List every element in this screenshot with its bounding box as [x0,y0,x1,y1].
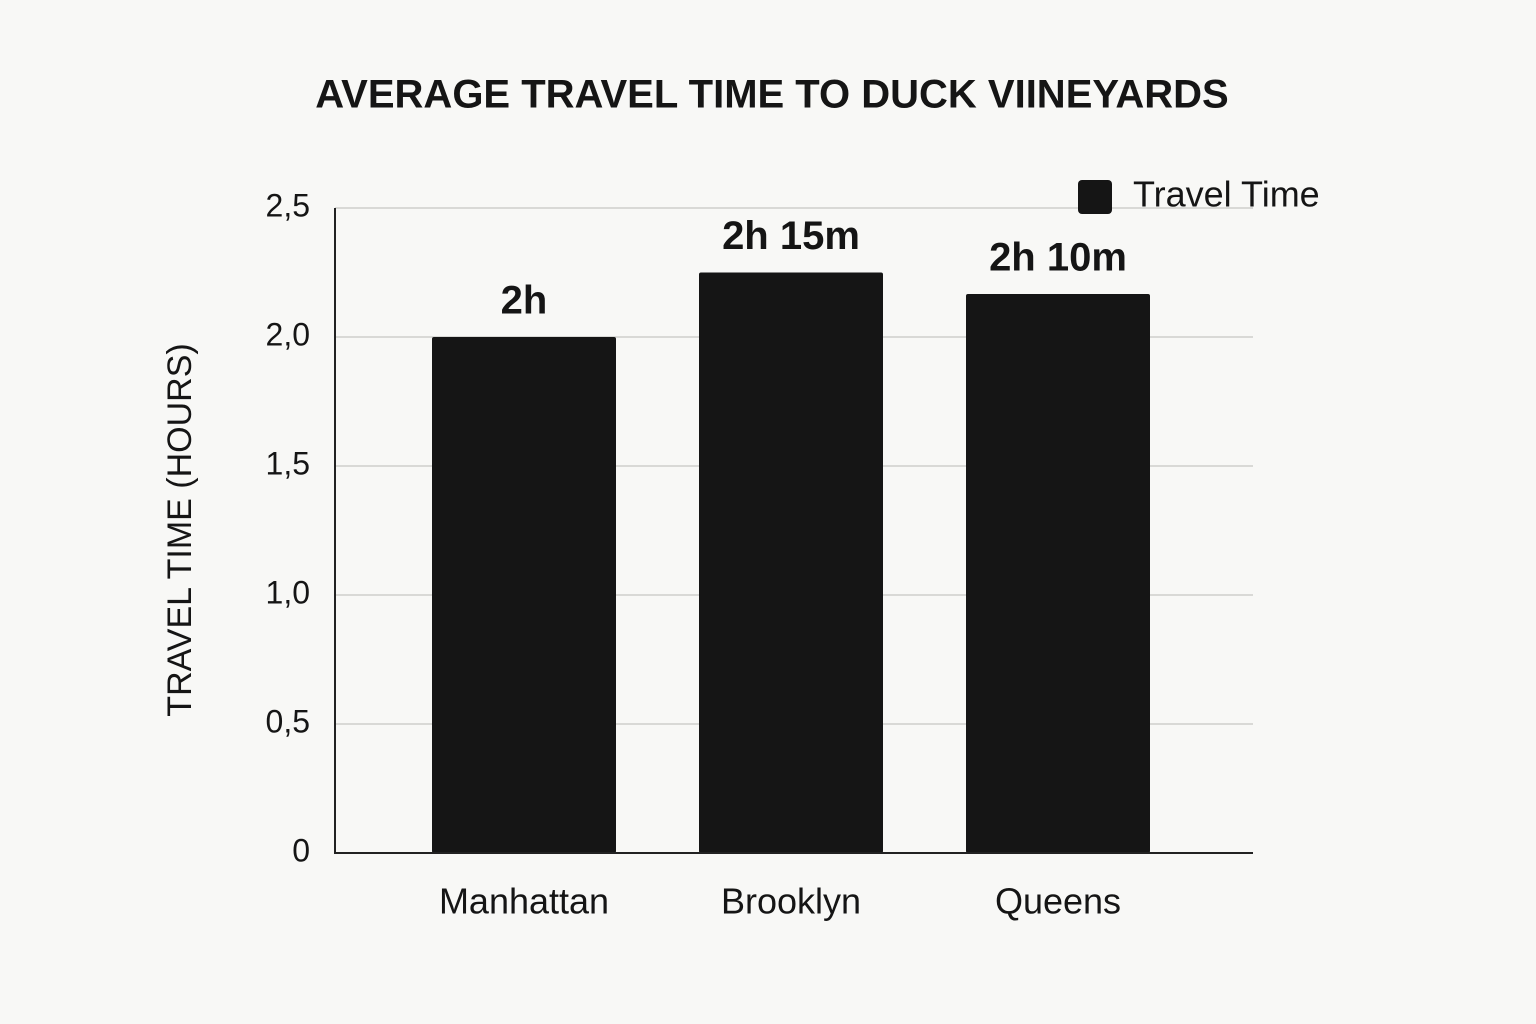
bars: Manhattan Brooklyn Queens 2h 2h 15m 2h 10m [432,214,1150,922]
y-tick-label: 1,5 [266,445,310,481]
bar [966,293,1150,853]
value-label: 2h [501,279,548,323]
y-tick-label: 0,5 [266,703,310,739]
x-tick-label: Manhattan [439,881,609,922]
y-tick-label: 2,0 [266,316,310,352]
bar [699,272,883,853]
legend-label: Travel Time [1133,174,1320,215]
legend: Travel Time [1078,174,1320,215]
value-label: 2h 15m [722,214,860,258]
x-tick-label: Brooklyn [721,881,861,922]
value-label: 2h 10m [989,236,1127,280]
y-axis-label: TRAVEL TIME (HOURS) [161,343,199,716]
y-tick-label: 0 [292,832,310,868]
y-tick-label: 2,5 [266,187,310,223]
y-tick-label: 1,0 [266,574,310,610]
bar [432,337,616,853]
chart-title: AVERAGE TRAVEL TIME TO DUCK VIINEYARDS [315,73,1228,117]
legend-swatch [1078,180,1112,214]
x-tick-label: Queens [995,881,1121,922]
